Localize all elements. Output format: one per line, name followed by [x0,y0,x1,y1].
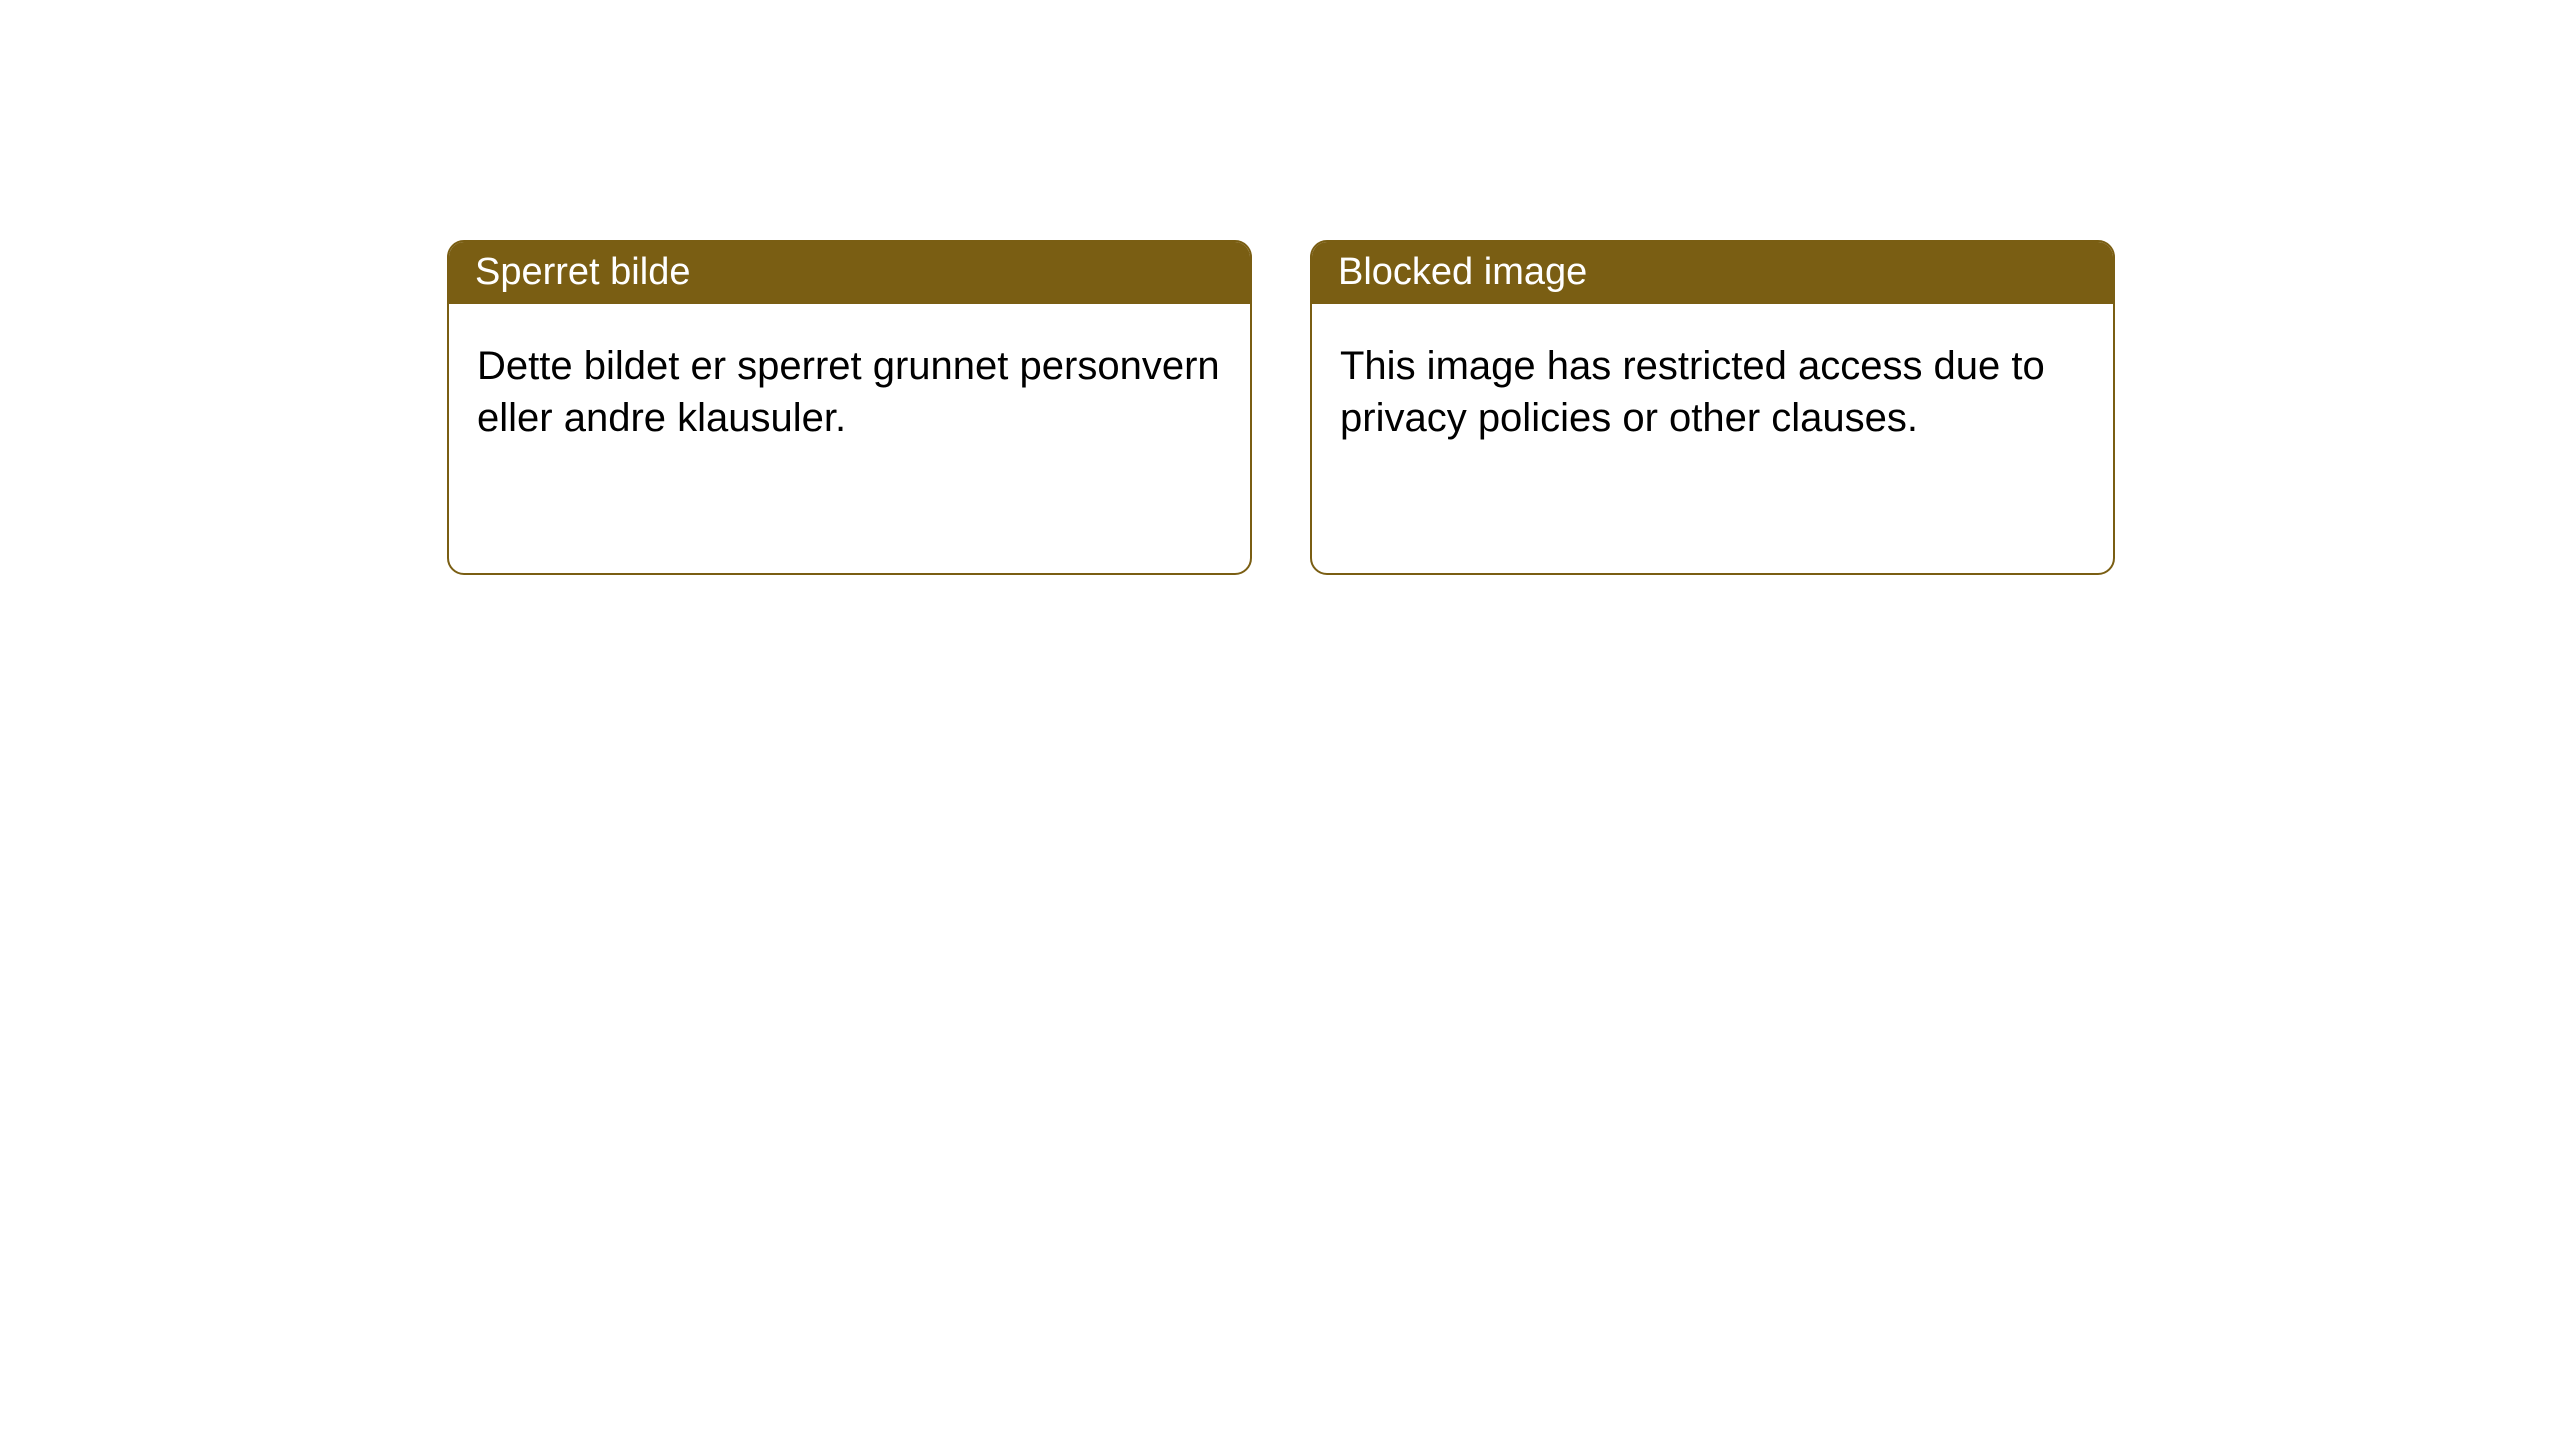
notice-header-norwegian: Sperret bilde [449,242,1250,304]
notice-header-english: Blocked image [1312,242,2113,304]
notice-card-norwegian: Sperret bilde Dette bildet er sperret gr… [447,240,1252,575]
notice-body-norwegian: Dette bildet er sperret grunnet personve… [449,304,1250,480]
notice-body-english: This image has restricted access due to … [1312,304,2113,480]
notice-container: Sperret bilde Dette bildet er sperret gr… [447,240,2115,575]
notice-card-english: Blocked image This image has restricted … [1310,240,2115,575]
